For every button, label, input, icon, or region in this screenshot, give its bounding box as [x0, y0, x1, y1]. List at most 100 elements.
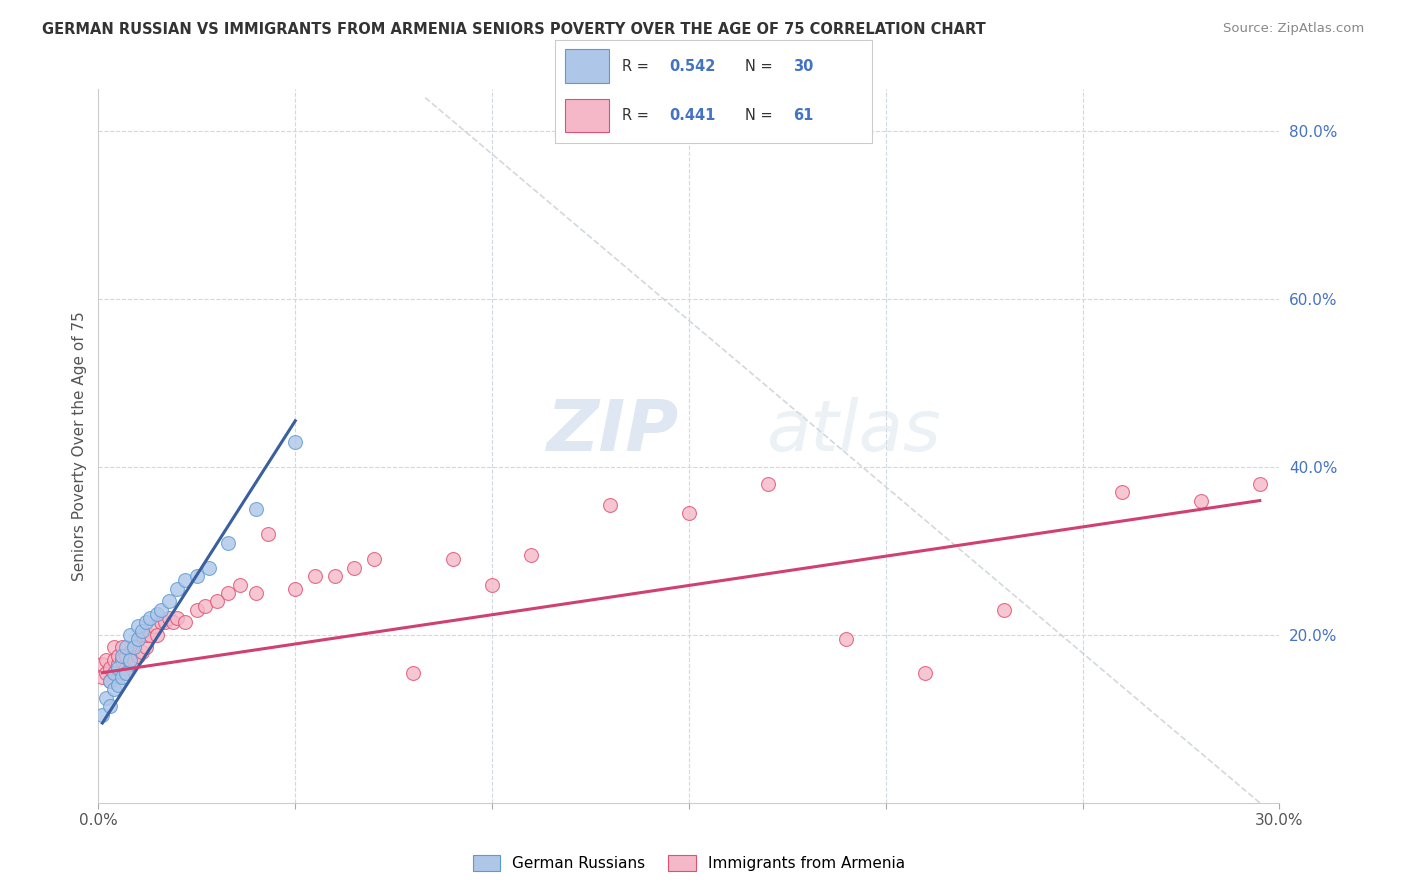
Point [96, 653, 118, 667]
Point [217, 535, 239, 549]
Point [481, 577, 503, 591]
Point [111, 670, 134, 684]
Point [284, 582, 307, 596]
Point [363, 552, 385, 566]
Point [91, 657, 114, 672]
Point [111, 640, 134, 655]
Point [135, 640, 157, 655]
Point [343, 560, 366, 574]
Point [96, 665, 118, 680]
Point [304, 569, 326, 583]
Point [993, 603, 1015, 617]
Point [98, 661, 121, 675]
Point [1111, 485, 1133, 500]
Point [107, 670, 129, 684]
Point [115, 640, 138, 655]
Point [138, 628, 160, 642]
Point [118, 645, 141, 659]
Point [127, 632, 149, 646]
Point [245, 586, 267, 600]
Point [520, 548, 543, 562]
Point [103, 653, 125, 667]
Point [122, 653, 145, 667]
Point [138, 611, 160, 625]
Point [146, 628, 169, 642]
Legend: German Russians, Immigrants from Armenia: German Russians, Immigrants from Armenia [467, 849, 911, 877]
Point [103, 640, 125, 655]
Point [118, 657, 141, 672]
Point [111, 653, 134, 667]
Point [103, 665, 125, 680]
Point [323, 569, 346, 583]
Point [146, 607, 169, 621]
Text: GERMAN RUSSIAN VS IMMIGRANTS FROM ARMENIA SENIORS POVERTY OVER THE AGE OF 75 COR: GERMAN RUSSIAN VS IMMIGRANTS FROM ARMENI… [42, 22, 986, 37]
Point [98, 699, 121, 714]
Point [1189, 493, 1212, 508]
Point [166, 611, 188, 625]
Point [131, 624, 153, 638]
Text: N =: N = [745, 59, 778, 74]
Point [131, 645, 153, 659]
Point [142, 619, 165, 633]
Point [115, 648, 138, 663]
Text: R =: R = [621, 59, 654, 74]
Point [599, 498, 621, 512]
Point [150, 603, 173, 617]
Point [205, 594, 228, 608]
Point [115, 661, 138, 675]
Point [98, 674, 121, 689]
Point [217, 586, 239, 600]
Point [166, 582, 188, 596]
Point [118, 653, 141, 667]
Point [1249, 476, 1271, 491]
Point [122, 640, 145, 655]
Point [197, 560, 219, 574]
Point [122, 640, 145, 655]
Point [174, 615, 197, 630]
Point [135, 615, 157, 630]
Point [111, 648, 134, 663]
Point [157, 594, 180, 608]
Bar [565, 99, 609, 132]
Point [111, 665, 134, 680]
Point [103, 682, 125, 697]
Point [914, 665, 936, 680]
Point [245, 502, 267, 516]
Text: 30: 30 [793, 59, 813, 74]
Point [441, 552, 464, 566]
Point [127, 619, 149, 633]
Point [115, 665, 138, 680]
Point [155, 615, 177, 630]
Point [107, 678, 129, 692]
Point [107, 657, 129, 672]
Point [107, 661, 129, 675]
Text: 61: 61 [793, 108, 813, 122]
Bar [565, 49, 609, 83]
Point [135, 628, 157, 642]
Point [756, 476, 779, 491]
Text: atlas: atlas [766, 397, 941, 467]
Point [91, 707, 114, 722]
Text: ZIP: ZIP [547, 397, 679, 467]
Text: Source: ZipAtlas.com: Source: ZipAtlas.com [1223, 22, 1364, 36]
Point [835, 632, 858, 646]
Text: 0.441: 0.441 [669, 108, 716, 122]
Point [98, 674, 121, 689]
Point [127, 648, 149, 663]
Point [127, 632, 149, 646]
Point [157, 611, 180, 625]
Point [118, 628, 141, 642]
Text: R =: R = [621, 108, 654, 122]
Text: 0.542: 0.542 [669, 59, 716, 74]
Text: N =: N = [745, 108, 778, 122]
Point [256, 527, 278, 541]
Point [131, 628, 153, 642]
Point [91, 670, 114, 684]
Point [402, 665, 425, 680]
Y-axis label: Seniors Poverty Over the Age of 75: Seniors Poverty Over the Age of 75 [72, 311, 87, 581]
Point [284, 434, 307, 449]
Point [103, 665, 125, 680]
Point [186, 569, 208, 583]
Point [162, 615, 184, 630]
Point [186, 603, 208, 617]
